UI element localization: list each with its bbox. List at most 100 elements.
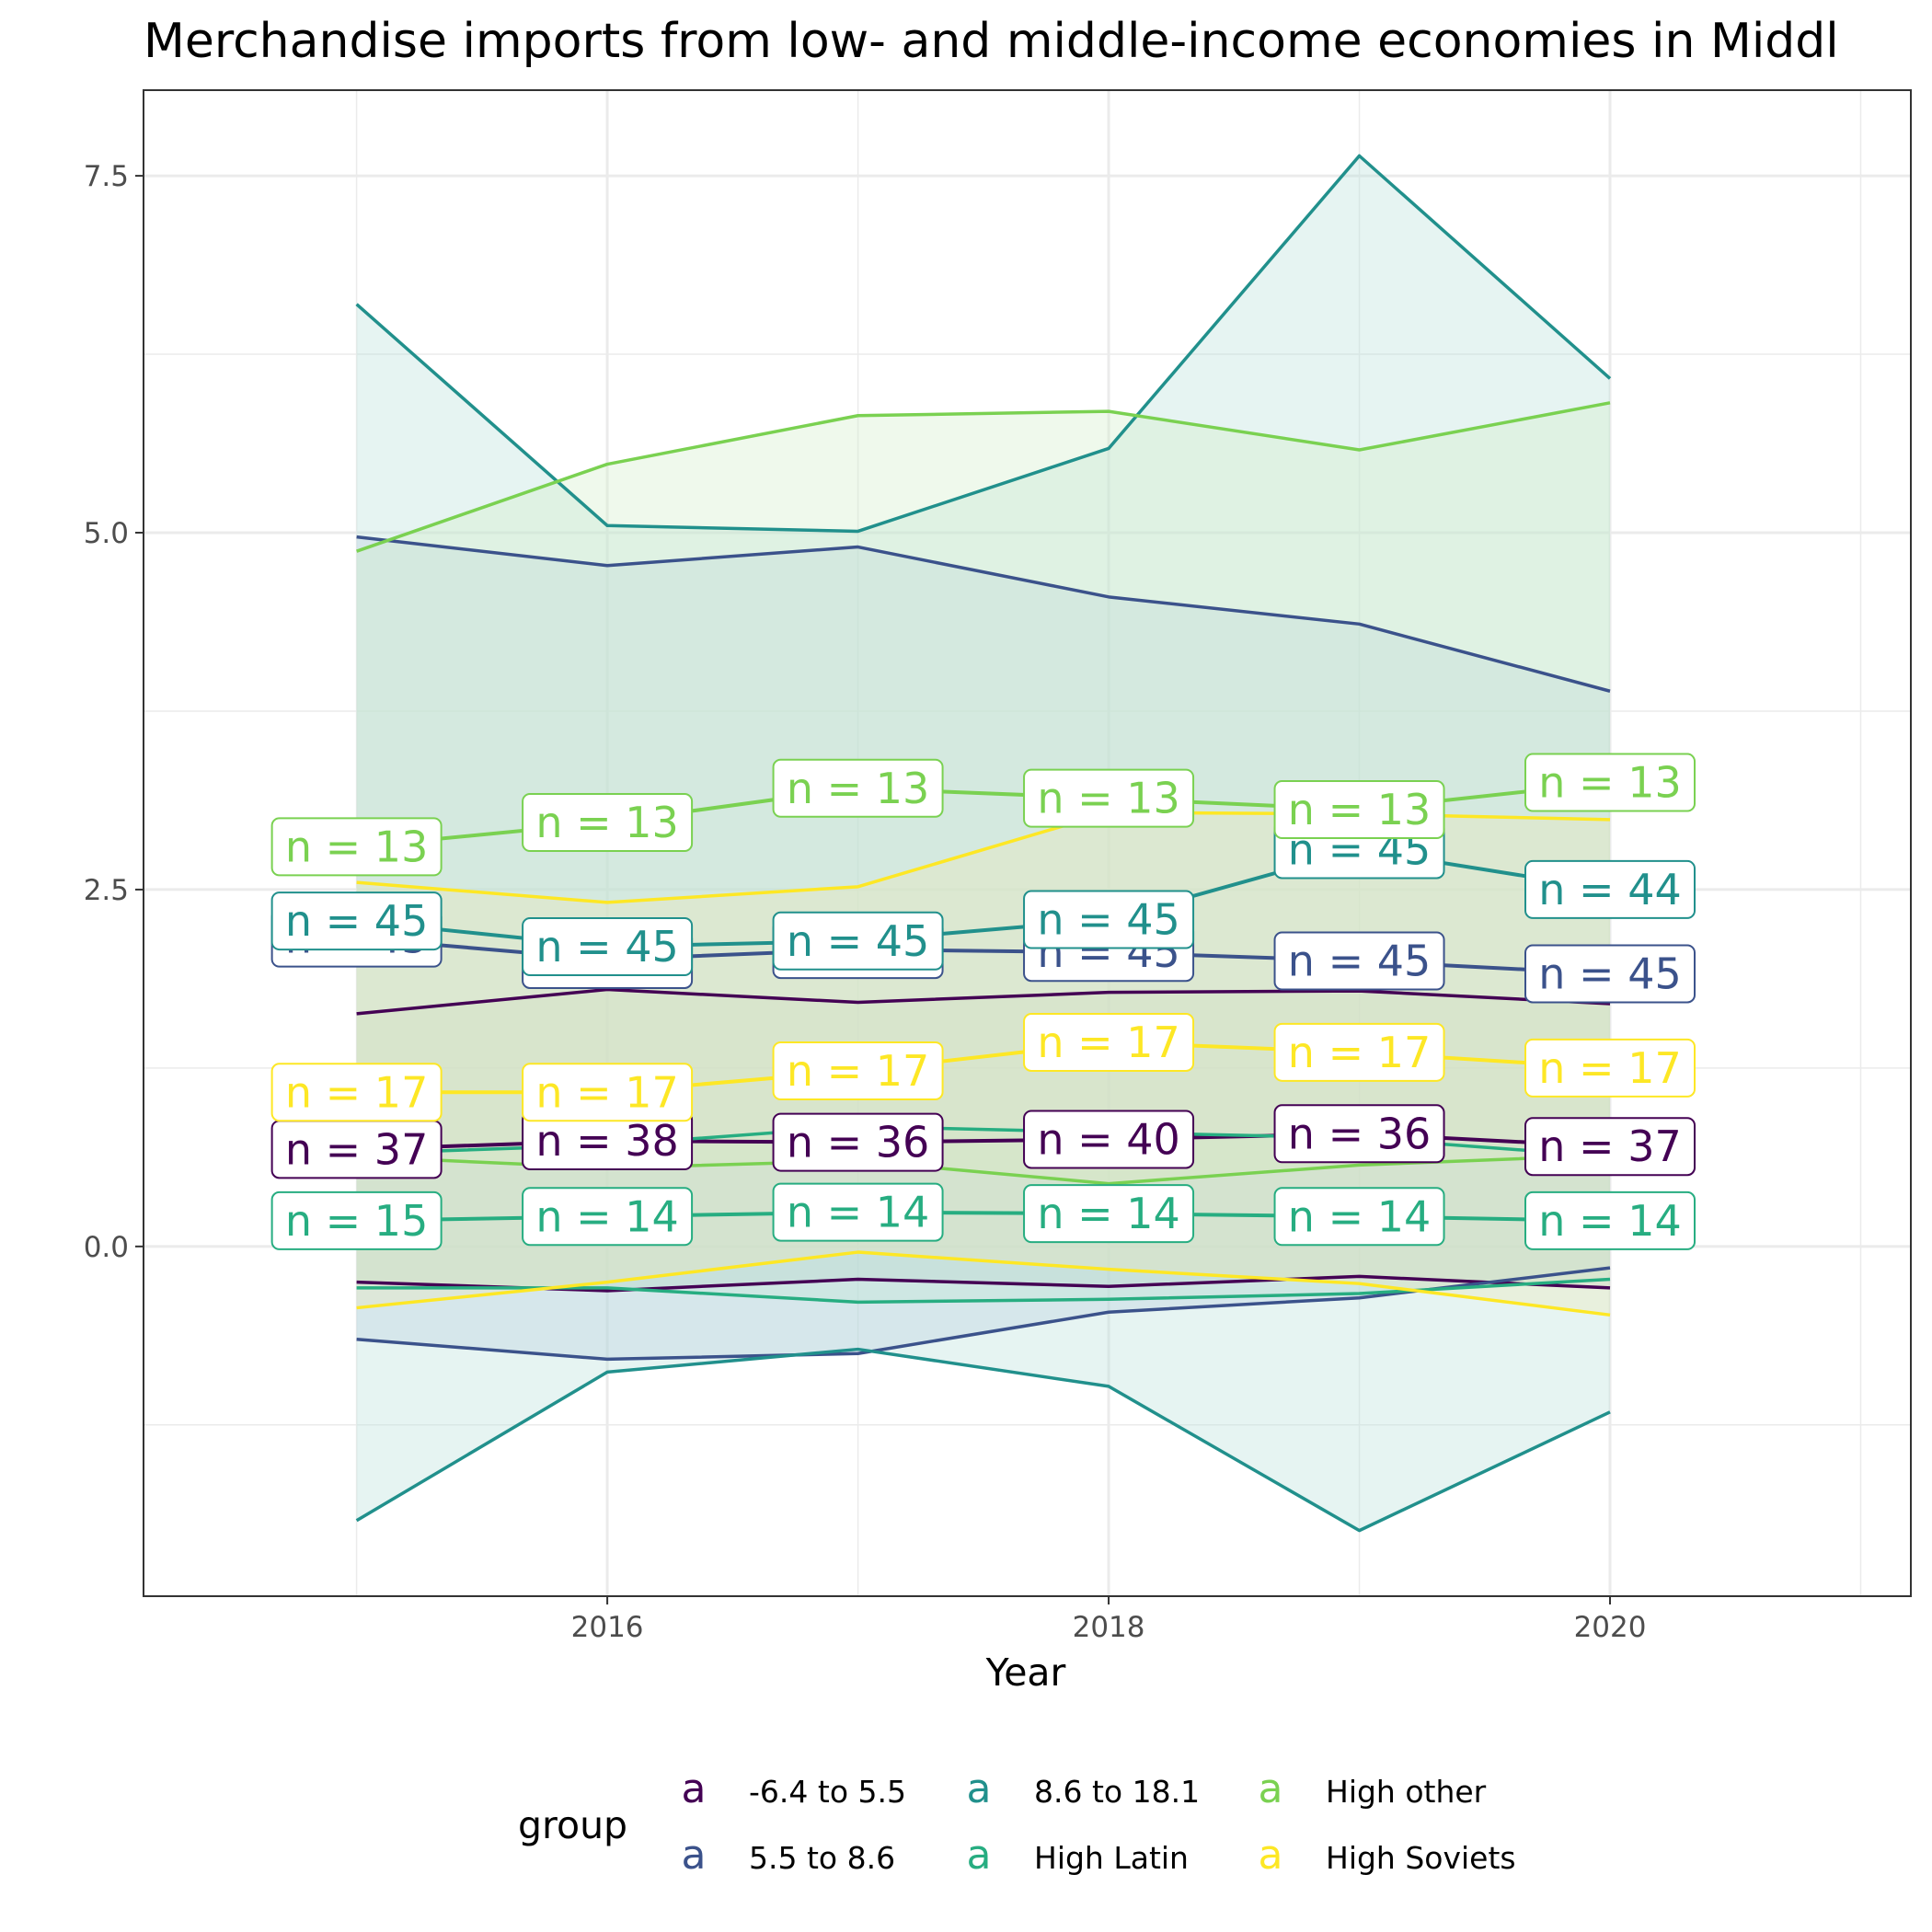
count-label-text: n = 13 [285,822,428,871]
x-axis-title: Year [985,1650,1066,1695]
count-label-box [522,793,694,853]
legend-key-glyph: a [682,1832,707,1879]
y-tick-label: 7.5 [84,160,129,193]
count-label-text: n = 17 [1288,1028,1431,1077]
series-bound-line [356,401,1611,553]
count-label-box [270,891,443,951]
count-label: n = 13 [522,793,694,853]
count-label: n = 17 [1524,1038,1696,1098]
count-label-box [772,1112,944,1172]
count-label-box [1023,890,1195,949]
count-label-text: n = 36 [1288,1109,1431,1158]
count-label-box [1524,859,1696,919]
confidence-band [356,155,1611,1531]
count-label: n = 14 [1273,1187,1445,1247]
count-label-box [522,916,694,976]
count-label-box [1524,1117,1696,1177]
count-label-box [1023,1184,1195,1244]
series-bound-line [356,535,1611,693]
legend-label: 5.5 to 8.6 [749,1840,895,1876]
count-label: n = 40 [1023,1110,1195,1169]
count-label: n = 13 [1023,768,1195,828]
count-label: n = 14 [1524,1190,1696,1250]
count-label-text: n = 14 [535,1191,678,1241]
legend-label: High Latin [1034,1840,1189,1876]
count-label: n = 37 [1524,1117,1696,1177]
count-label-box [1524,1190,1696,1250]
legend-key-glyph: a [1259,1765,1283,1812]
count-label-box [1524,944,1696,1004]
y-tick-label: 5.0 [84,517,129,550]
y-tick-label: 0.0 [84,1231,129,1264]
count-label-box [1023,1110,1195,1169]
count-label-text: n = 45 [285,896,428,946]
legend-key-glyph: a [1259,1832,1283,1879]
axes: 0.0 2.5 5.0 7.5 2016 2018 2020 [84,160,1647,1644]
count-label-text: n = 45 [1288,937,1431,986]
count-label: n = 13 [1273,780,1445,840]
legend-label: 8.6 to 18.1 [1034,1774,1200,1810]
series-bound-line [355,1347,1611,1533]
count-label: n = 17 [1273,1022,1445,1082]
count-label-text: n = 15 [285,1196,428,1246]
count-label: n = 45 [522,916,694,976]
count-label: n = 36 [772,1112,944,1172]
count-label-box [772,911,944,971]
legend-item: a 5.5 to 8.6 [682,1832,896,1879]
count-label-text: n = 14 [1288,1191,1431,1241]
count-label: n = 36 [1273,1104,1445,1164]
count-label-box [1023,768,1195,828]
y-tick-label: 2.5 [84,874,129,907]
count-label-box [1273,931,1445,991]
count-label-text: n = 17 [787,1046,929,1096]
count-label-box [1524,1038,1696,1098]
count-label-box [522,1063,694,1122]
count-label-text: n = 13 [535,798,678,847]
count-label-box [772,1182,944,1242]
count-label-box [522,1187,694,1247]
count-label-text: n = 45 [1538,949,1681,998]
count-label-text: n = 45 [787,916,929,966]
legend: group a -6.4 to 5.5 a 5.5 to 8.6 a 8.6 to 18.… [518,1765,1516,1879]
count-label-box [1273,1187,1445,1247]
series-bound-line [355,154,1612,534]
chart-title: Merchandise imports from low- and middle… [144,14,1839,69]
x-tick-label: 2016 [571,1611,644,1644]
legend-item: a High Soviets [1259,1832,1516,1879]
count-label-text: n = 14 [1037,1189,1179,1238]
count-label-box [1524,753,1696,812]
legend-key-glyph: a [682,1765,707,1812]
count-label-text: n = 44 [1538,865,1681,914]
count-label-box [772,1041,944,1100]
count-label: n = 15 [270,1190,443,1250]
count-label-text: n = 13 [1037,774,1179,823]
count-label-box [772,758,944,818]
legend-key-glyph: a [967,1765,992,1812]
series-bound-line [356,987,1611,1016]
count-label-box [1273,780,1445,840]
count-label: n = 37 [270,1120,443,1179]
count-label-box [1273,1104,1445,1164]
x-tick-label: 2020 [1574,1611,1647,1644]
count-label: n = 17 [772,1041,944,1100]
count-label-text: n = 17 [535,1067,678,1117]
count-label: n = 44 [1524,859,1696,919]
count-label-box [1273,1022,1445,1082]
count-label: n = 17 [522,1063,694,1122]
count-label-text: n = 13 [1538,758,1681,808]
series-bound-line [356,1250,1611,1317]
count-label-text: n = 17 [285,1067,428,1117]
count-label-box [270,1063,443,1122]
count-label-text: n = 45 [1037,895,1179,945]
count-label-box [270,1190,443,1250]
count-label: n = 45 [270,891,443,951]
count-label: n = 17 [270,1063,443,1122]
count-label: n = 13 [270,817,443,877]
legend-item: a High Latin [967,1832,1189,1879]
count-label-text: n = 38 [535,1116,678,1166]
count-label-text: n = 17 [1037,1018,1179,1067]
series-bound-line [356,1266,1611,1362]
count-labels: n = 37 n = 38 n = 36 n = 40 n = 36 n = 37 n = … [270,753,1696,1250]
count-label-text: n = 37 [1538,1121,1681,1171]
